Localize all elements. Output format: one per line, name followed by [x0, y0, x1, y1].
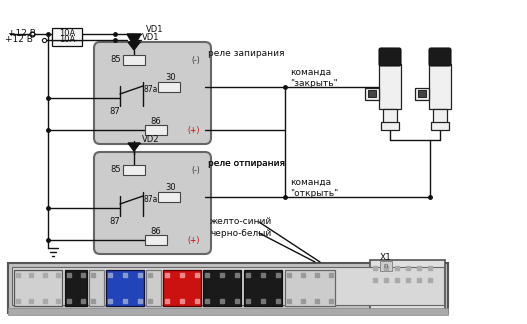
Text: 87: 87: [109, 107, 120, 115]
Bar: [379, 64, 401, 109]
Text: (-): (-): [191, 166, 200, 175]
Text: 85: 85: [110, 166, 121, 175]
Bar: [163, 270, 201, 306]
Bar: [368, 90, 376, 97]
Text: 85: 85: [110, 55, 121, 64]
Text: n: n: [384, 263, 388, 269]
Bar: [244, 270, 282, 306]
Bar: [158, 192, 180, 202]
Text: 10A: 10A: [59, 29, 75, 39]
Text: 86: 86: [150, 227, 161, 237]
Bar: [12, 267, 444, 305]
Bar: [381, 122, 399, 130]
Bar: [146, 270, 161, 306]
Bar: [106, 270, 144, 306]
Bar: [370, 260, 445, 310]
Bar: [89, 270, 104, 306]
Text: +12 В: +12 В: [5, 36, 33, 44]
Text: (-): (-): [191, 55, 200, 64]
FancyBboxPatch shape: [94, 42, 211, 144]
Polygon shape: [128, 143, 140, 151]
FancyBboxPatch shape: [429, 48, 451, 66]
Bar: [65, 270, 87, 306]
Text: X1: X1: [380, 253, 392, 262]
Bar: [8, 308, 448, 315]
Bar: [418, 90, 426, 97]
Text: VD1: VD1: [146, 26, 163, 34]
Text: VD2: VD2: [142, 134, 160, 144]
FancyBboxPatch shape: [379, 48, 401, 66]
Polygon shape: [127, 34, 141, 46]
Text: 30: 30: [165, 74, 175, 83]
Text: реле отпирания: реле отпирания: [208, 158, 285, 168]
Bar: [415, 88, 429, 100]
Bar: [383, 109, 397, 123]
Text: команда
"открыть": команда "открыть": [290, 178, 338, 198]
Bar: [14, 270, 62, 306]
Text: 86: 86: [150, 118, 161, 126]
Bar: [433, 109, 447, 123]
Text: черно-белый: черно-белый: [210, 228, 271, 237]
Bar: [123, 55, 145, 65]
Text: реле отпирания: реле отпирания: [208, 158, 285, 168]
Bar: [145, 235, 167, 245]
Text: (+): (+): [188, 236, 200, 245]
Bar: [285, 270, 335, 306]
Text: +12 В: +12 В: [8, 29, 36, 39]
Bar: [365, 88, 379, 100]
Bar: [145, 125, 167, 135]
Polygon shape: [128, 42, 140, 50]
Text: 87a: 87a: [144, 195, 159, 204]
Text: 87a: 87a: [144, 86, 159, 95]
Text: VD1: VD1: [142, 33, 160, 42]
Text: желто-синий: желто-синий: [210, 217, 272, 226]
Bar: [429, 64, 451, 109]
Text: 10A: 10A: [59, 36, 75, 44]
Text: команда
"закрыть": команда "закрыть": [290, 68, 338, 88]
Text: 87: 87: [109, 216, 120, 226]
Bar: [158, 82, 180, 92]
Text: реле запирания: реле запирания: [208, 49, 285, 57]
Bar: [52, 28, 82, 40]
Bar: [123, 165, 145, 175]
FancyBboxPatch shape: [94, 152, 211, 254]
Text: 30: 30: [165, 183, 175, 192]
Bar: [431, 122, 449, 130]
Bar: [380, 261, 392, 271]
Bar: [52, 34, 82, 46]
Bar: [203, 270, 241, 306]
Text: (+): (+): [188, 125, 200, 134]
Bar: [8, 263, 448, 313]
